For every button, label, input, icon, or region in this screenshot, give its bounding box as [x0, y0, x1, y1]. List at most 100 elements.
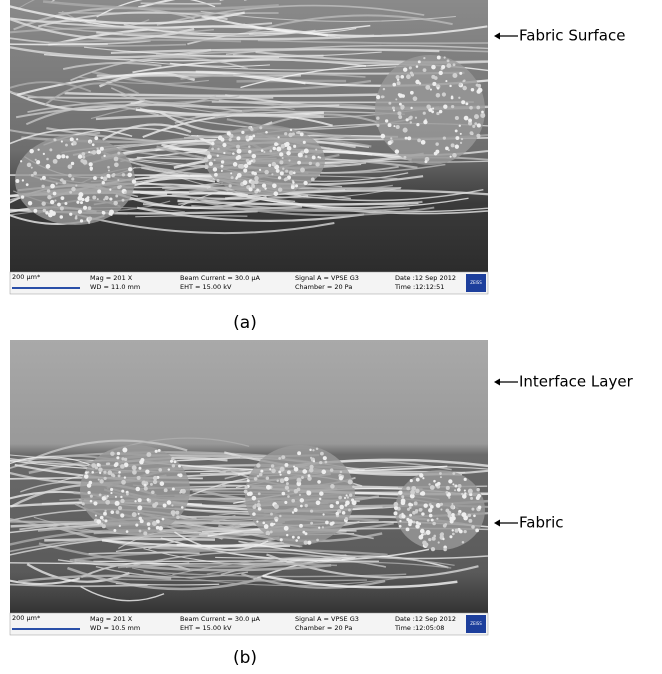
filament [394, 511, 398, 515]
filament [408, 519, 413, 524]
filament [299, 494, 301, 496]
filament [458, 97, 460, 99]
filament [158, 468, 162, 472]
filament [50, 184, 55, 189]
filament [311, 177, 315, 181]
filament [460, 133, 462, 135]
filament [423, 504, 427, 508]
filament [90, 167, 93, 170]
filament [266, 485, 271, 490]
filament [117, 452, 120, 455]
filament [399, 93, 403, 97]
filament [248, 146, 250, 148]
filament [452, 153, 457, 158]
filament [455, 529, 459, 533]
filament [437, 87, 440, 90]
filament [308, 474, 311, 477]
filament [450, 519, 454, 523]
filament [49, 148, 52, 151]
filament [296, 478, 301, 483]
filament [432, 107, 434, 109]
filament [104, 519, 107, 522]
filament [409, 514, 412, 517]
filament [273, 523, 275, 525]
filament [80, 201, 83, 204]
filament [462, 86, 467, 91]
filament [60, 215, 63, 218]
filament [348, 509, 351, 512]
filament [262, 184, 266, 188]
filament [451, 513, 455, 517]
filament [120, 464, 125, 469]
filament [410, 107, 412, 109]
filament [84, 474, 89, 479]
filament [238, 164, 242, 168]
filament [423, 112, 426, 115]
filament [68, 164, 73, 169]
filament [82, 502, 85, 505]
filament [472, 125, 475, 128]
filament [441, 65, 445, 69]
figure: 200 µm*Mag = 201 XWD = 11.0 mmBeam Curre… [0, 0, 662, 670]
filament [110, 492, 112, 494]
filament [431, 75, 435, 79]
filament [147, 522, 151, 526]
annotation-label: Fabric [519, 514, 564, 532]
filament [103, 198, 105, 200]
filament [107, 166, 110, 169]
filament [451, 97, 454, 100]
filament [338, 496, 342, 500]
filament [271, 173, 273, 175]
filament [423, 532, 426, 535]
filament [415, 524, 420, 529]
filament [407, 136, 411, 140]
filament [88, 206, 92, 210]
filament [342, 511, 346, 515]
filament [448, 496, 450, 498]
filament [452, 529, 454, 531]
filament [440, 503, 443, 506]
filament [90, 495, 93, 498]
filament [96, 519, 101, 524]
filament [476, 488, 479, 491]
filament [145, 469, 149, 473]
filament [428, 538, 431, 541]
filament [106, 174, 110, 178]
filament [416, 478, 420, 482]
filament [428, 508, 432, 512]
filament [109, 210, 114, 215]
filament [285, 170, 288, 173]
filament [470, 497, 473, 500]
filament [464, 116, 469, 121]
filament [85, 471, 88, 474]
filament [148, 527, 151, 530]
filament [279, 152, 283, 156]
filament [264, 524, 269, 529]
filament [316, 539, 319, 542]
filament [458, 512, 461, 515]
filament [376, 95, 380, 99]
filament [439, 472, 442, 475]
filament [244, 164, 248, 168]
filament [109, 197, 112, 200]
filament [281, 455, 285, 459]
filament [455, 116, 459, 120]
filament [221, 160, 224, 163]
filament [410, 121, 412, 123]
filament [250, 180, 255, 185]
filament [431, 519, 434, 522]
filament [83, 206, 87, 210]
filament [393, 125, 395, 127]
filament [56, 154, 61, 159]
filament [66, 155, 69, 158]
filament [152, 503, 157, 508]
filament [93, 501, 97, 505]
filament [424, 160, 427, 163]
filament [300, 505, 303, 508]
filament [307, 541, 311, 545]
filament [346, 494, 348, 496]
filament [414, 501, 418, 505]
filament [461, 138, 463, 140]
filament [78, 154, 82, 158]
filament [315, 162, 319, 166]
